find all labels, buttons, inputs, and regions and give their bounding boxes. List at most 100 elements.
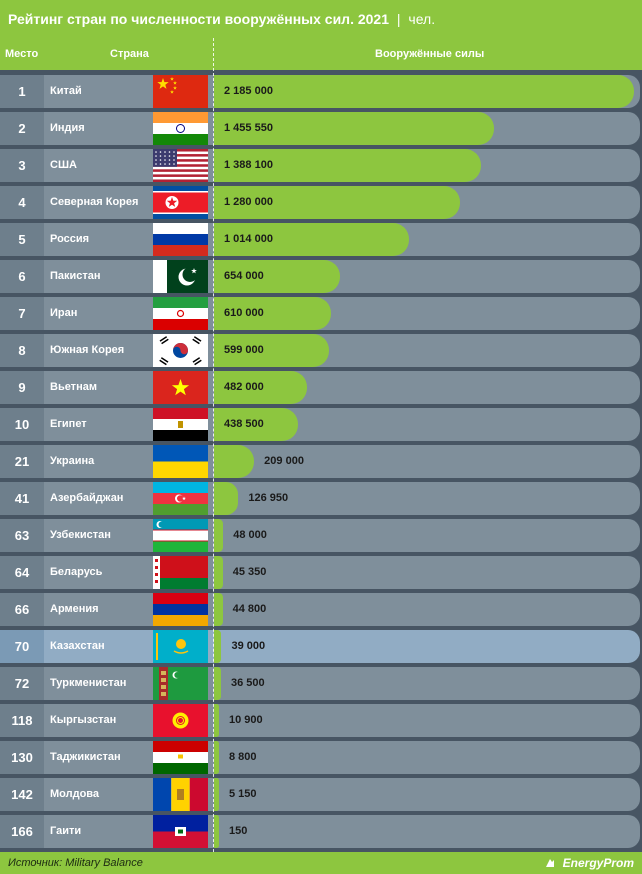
flag-eg-icon bbox=[153, 408, 208, 441]
table-row: 66 Армения 44 800 bbox=[0, 593, 640, 626]
column-header-forces: Вооружённые силы bbox=[375, 48, 485, 60]
table-row: 9 Вьетнам 482 000 bbox=[0, 371, 640, 404]
flag-ua-icon bbox=[153, 445, 208, 478]
rank-cell: 3 bbox=[0, 149, 44, 182]
brand-name: EnergyProm bbox=[562, 856, 634, 870]
value-label: 36 500 bbox=[231, 677, 265, 689]
country-name: Армения bbox=[50, 603, 99, 615]
table-row: 166 Гаити 150 bbox=[0, 815, 640, 848]
rank-cell: 72 bbox=[0, 667, 44, 700]
table-row: 8 Южная Корея 599 000 bbox=[0, 334, 640, 367]
country-name: Египет bbox=[50, 418, 87, 430]
value-label: 1 455 550 bbox=[224, 122, 273, 134]
flag-az-icon bbox=[153, 482, 208, 515]
value-label: 438 500 bbox=[224, 418, 264, 430]
country-name: Северная Корея bbox=[50, 196, 139, 208]
flag-ir-icon bbox=[153, 297, 208, 330]
value-label: 1 280 000 bbox=[224, 196, 273, 208]
rank-cell: 41 bbox=[0, 482, 44, 515]
value-bar bbox=[214, 593, 223, 626]
chart-title: Рейтинг стран по численности вооружённых… bbox=[8, 11, 389, 27]
country-name: Кыргызстан bbox=[50, 714, 117, 726]
value-bar bbox=[214, 778, 219, 811]
flag-pk-icon bbox=[153, 260, 208, 293]
column-header-bar: Место Страна Вооружённые силы bbox=[0, 38, 642, 70]
rank-cell: 142 bbox=[0, 778, 44, 811]
rank-cell: 2 bbox=[0, 112, 44, 145]
value-label: 2 185 000 bbox=[224, 85, 273, 97]
country-name: США bbox=[50, 159, 77, 171]
value-bar bbox=[214, 519, 224, 552]
value-label: 44 800 bbox=[232, 603, 267, 615]
table-row: 5 Россия 1 014 000 bbox=[0, 223, 640, 256]
rank-cell: 4 bbox=[0, 186, 44, 219]
rank-cell: 7 bbox=[0, 297, 44, 330]
flag-ru-icon bbox=[153, 223, 208, 256]
rank-cell: 9 bbox=[0, 371, 44, 404]
country-name: Индия bbox=[50, 122, 85, 134]
value-bar bbox=[214, 815, 219, 848]
country-name: Китай bbox=[50, 85, 82, 97]
value-bar bbox=[214, 112, 494, 145]
table-row: 142 Молдова 5 150 bbox=[0, 778, 640, 811]
value-bar bbox=[214, 445, 255, 478]
flag-ht-icon bbox=[153, 815, 208, 848]
country-name: Азербайджан bbox=[50, 492, 124, 504]
table-row: 1 Китай 2 185 000 bbox=[0, 75, 640, 108]
table-row: 130 Таджикистан 8 800 bbox=[0, 741, 640, 774]
rank-cell: 130 bbox=[0, 741, 44, 774]
value-bar bbox=[214, 75, 634, 108]
flag-kp-icon bbox=[153, 186, 208, 219]
value-label: 39 000 bbox=[231, 640, 266, 652]
value-bar bbox=[214, 482, 239, 515]
value-bar bbox=[214, 223, 409, 256]
value-bar bbox=[214, 260, 340, 293]
flag-uz-icon bbox=[153, 519, 208, 552]
country-name: Узбекистан bbox=[50, 529, 111, 541]
column-header-rank: Место bbox=[5, 48, 39, 60]
table-row: 118 Кыргызстан 10 900 bbox=[0, 704, 640, 737]
country-name: Казахстан bbox=[50, 640, 105, 652]
table-row: 7 Иран 610 000 bbox=[0, 297, 640, 330]
value-label: 599 000 bbox=[224, 344, 264, 356]
column-header-country: Страна bbox=[110, 48, 149, 60]
table-row: 10 Египет 438 500 bbox=[0, 408, 640, 441]
value-label: 482 000 bbox=[224, 381, 264, 393]
value-label: 1 014 000 bbox=[224, 233, 273, 245]
rank-cell: 63 bbox=[0, 519, 44, 552]
table-row: 3 США 1 388 100 bbox=[0, 149, 640, 182]
flag-us-icon bbox=[153, 149, 208, 182]
value-label: 1 388 100 bbox=[224, 159, 273, 171]
value-label: 209 000 bbox=[264, 455, 304, 467]
value-label: 5 150 bbox=[229, 788, 257, 800]
brand-logo-icon bbox=[546, 859, 554, 867]
chart-footer: Источник: Military Balance EnergyProm bbox=[0, 852, 642, 874]
table-row: 2 Индия 1 455 550 bbox=[0, 112, 640, 145]
table-row: 63 Узбекистан 48 000 bbox=[0, 519, 640, 552]
value-bar bbox=[214, 704, 219, 737]
country-name: Пакистан bbox=[50, 270, 101, 282]
value-label: 48 000 bbox=[233, 529, 267, 541]
country-name: Молдова bbox=[50, 788, 100, 800]
value-bar bbox=[214, 334, 330, 367]
rank-cell: 70 bbox=[0, 630, 44, 663]
value-label: 8 800 bbox=[229, 751, 257, 763]
table-row: 41 Азербайджан 126 950 bbox=[0, 482, 640, 515]
flag-vn-icon bbox=[153, 371, 208, 404]
rank-cell: 8 bbox=[0, 334, 44, 367]
table-row: 70 Казахстан 39 000 bbox=[0, 630, 640, 663]
value-label: 45 350 bbox=[232, 566, 267, 578]
value-bar bbox=[214, 371, 307, 404]
rank-cell: 64 bbox=[0, 556, 44, 589]
table-row: 6 Пакистан 654 000 bbox=[0, 260, 640, 293]
flag-kg-icon bbox=[153, 704, 208, 737]
rank-cell: 166 bbox=[0, 815, 44, 848]
table-row: 72 Туркменистан 36 500 bbox=[0, 667, 640, 700]
value-bar bbox=[214, 408, 299, 441]
flag-in-icon bbox=[153, 112, 208, 145]
value-label: 10 900 bbox=[229, 714, 263, 726]
title-separator: | bbox=[396, 11, 401, 27]
value-bar bbox=[214, 297, 332, 330]
value-label: 126 950 bbox=[248, 492, 289, 504]
